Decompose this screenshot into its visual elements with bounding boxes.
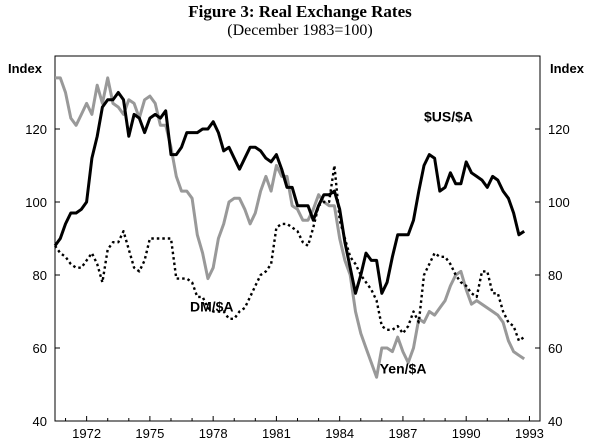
- series-line-yen-a: [55, 76, 526, 379]
- x-tick-label: 1972: [72, 426, 101, 441]
- chart-title: Figure 3: Real Exchange Rates: [188, 2, 412, 21]
- series-label: $US/$A: [424, 109, 473, 125]
- y-tick-label-right: 100: [548, 195, 570, 210]
- series-lines: [53, 76, 526, 379]
- chart-subtitle: (December 1983=100): [227, 22, 373, 39]
- x-tick-label: 1984: [325, 426, 354, 441]
- x-tick-label: 1987: [388, 426, 417, 441]
- y-tick-label-right: 80: [548, 268, 562, 283]
- y-axis-label-right: Index: [550, 61, 585, 76]
- y-tick-label-left: 120: [25, 122, 47, 137]
- series-line-dm-a: [54, 164, 525, 342]
- series-labels: Yen/$A DM/$A $US/$A: [190, 109, 473, 377]
- x-ticks: 1972 1975 1978 1981 1984 1987 1990 1993: [65, 416, 544, 441]
- series-line--us-a: [53, 91, 526, 295]
- y-tick-label-left: 40: [33, 414, 47, 429]
- x-tick-label: 1975: [135, 426, 164, 441]
- y-ticks: 40 40 60 60 80 80 100 100 120 120: [25, 122, 569, 429]
- y-tick-label-left: 60: [33, 341, 47, 356]
- y-tick-label-right: 120: [548, 122, 570, 137]
- y-tick-label-right: 60: [548, 341, 562, 356]
- series-label: DM/$A: [190, 299, 234, 315]
- y-tick-label-left: 80: [33, 268, 47, 283]
- series-label: Yen/$A: [380, 361, 427, 377]
- x-tick-label: 1990: [452, 426, 481, 441]
- x-tick-label: 1993: [515, 426, 544, 441]
- x-tick-label: 1978: [199, 426, 228, 441]
- y-axis-label-left: Index: [8, 61, 43, 76]
- y-tick-label-right: 40: [548, 414, 562, 429]
- y-tick-label-left: 100: [25, 195, 47, 210]
- x-tick-label: 1981: [262, 426, 291, 441]
